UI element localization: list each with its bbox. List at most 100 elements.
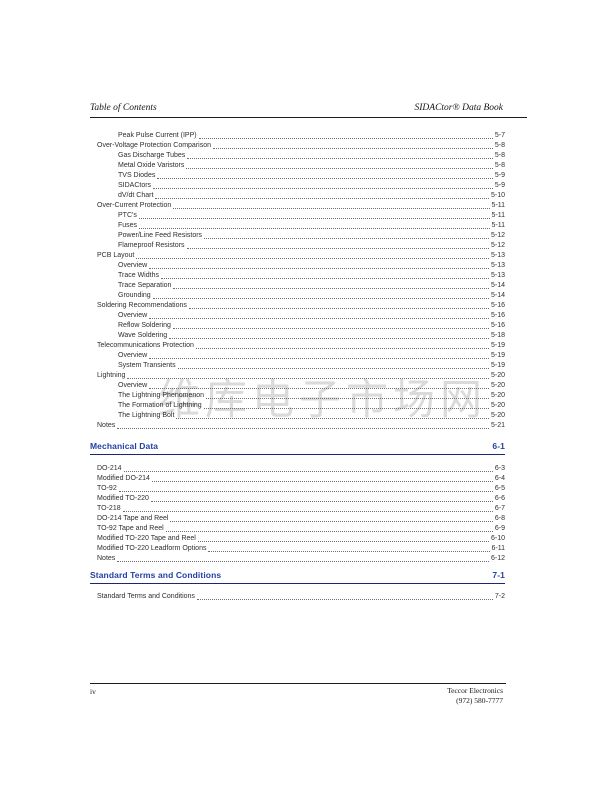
toc-leader-dots: [186, 247, 489, 249]
table-of-contents: Peak Pulse Current (IPP) 5-7 Over-Voltage …: [90, 131, 505, 602]
toc-entry-label: Reflow Soldering: [118, 322, 171, 329]
toc-leader-dots: [149, 317, 489, 319]
section-heading-page: 7-1: [492, 570, 505, 580]
toc-entry-page: 5-14: [490, 292, 505, 299]
footer-contact: Teccor Electronics (972) 580-7777: [90, 686, 503, 706]
toc-entry-label: Trace Widths: [118, 272, 159, 279]
toc-leader-dots: [165, 530, 493, 532]
toc-leader-dots: [151, 480, 493, 482]
toc-entry-page: 5-18: [490, 332, 505, 339]
toc-entry-page: 5-9: [494, 182, 505, 189]
toc-entry-page: 6-7: [494, 505, 505, 512]
footer-page-number: iv: [90, 687, 96, 696]
toc-leader-dots: [203, 407, 489, 409]
toc-leader-dots: [123, 470, 493, 472]
toc-entry-page: 5-13: [490, 262, 505, 269]
toc-entry-page: 5-20: [490, 392, 505, 399]
toc-entry-page: 5-20: [490, 382, 505, 389]
section-heading-title: Mechanical Data: [90, 441, 159, 451]
toc-entry-page: 5-8: [494, 162, 505, 169]
toc-entry: Modified TO-220 Leadform Options 6-11: [90, 544, 505, 554]
toc-entry: Notes 6-12: [90, 554, 505, 564]
toc-leader-dots: [172, 327, 489, 329]
toc-leader-dots: [149, 357, 489, 359]
toc-entry-label: Standard Terms and Conditions: [97, 593, 195, 600]
toc-leader-dots: [138, 217, 490, 219]
running-header: Table of Contents SIDACtor® Data Book: [90, 103, 527, 118]
toc-leader-dots: [155, 197, 489, 199]
toc-entry-label: Soldering Recommendations: [97, 302, 187, 309]
toc-entry-label: Lightning: [97, 372, 126, 379]
toc-entry-label: Modified DO-214: [97, 475, 150, 482]
toc-entry-label: Gas Discharge Tubes: [118, 152, 186, 159]
toc-entry: Lightning 5-20: [90, 371, 505, 381]
toc-entry-label: System Transients: [118, 362, 176, 369]
toc-entry-page: 5-20: [490, 412, 505, 419]
toc-leader-dots: [122, 510, 493, 512]
toc-entry: SIDACtors 5-9: [90, 181, 505, 191]
toc-entry-page: 5-11: [491, 212, 506, 219]
toc-leader-dots: [117, 427, 489, 429]
toc-entry: Standard Terms and Conditions 7-2: [90, 592, 505, 602]
toc-entry: Overview 5-19: [90, 351, 505, 361]
toc-entry: Flameproof Resistors 5-12: [90, 241, 505, 251]
toc-entry-page: 5-13: [490, 272, 505, 279]
toc-entry: Over-Current Protection 5-11: [90, 201, 505, 211]
toc-entry: Fuses 5-11: [90, 221, 505, 231]
section-heading: Standard Terms and Conditions 7-1: [90, 570, 505, 584]
toc-entry: Modified TO-220 6-6: [90, 494, 505, 504]
toc-leader-dots: [149, 387, 489, 389]
toc-leader-dots: [186, 167, 493, 169]
toc-entry: Over-Voltage Protection Comparison 5-8: [90, 141, 505, 151]
section-heading-title: Standard Terms and Conditions: [90, 570, 222, 580]
footer-company: Teccor Electronics: [447, 686, 503, 695]
toc-entry-label: Overview: [118, 312, 148, 319]
toc-entry: Metal Oxide Varistors 5-8: [90, 161, 505, 171]
toc-entry-page: 7-2: [494, 593, 505, 600]
toc-entry-page: 5-14: [490, 282, 505, 289]
toc-entry: Trace Separation 5-14: [90, 281, 505, 291]
toc-entry-page: 5-16: [490, 312, 505, 319]
toc-entry-page: 5-20: [490, 372, 505, 379]
toc-entry: TVS Diodes 5-9: [90, 171, 505, 181]
toc-entry: The Lightning Bolt 5-20: [90, 411, 505, 421]
toc-leader-dots: [213, 147, 493, 149]
toc-leader-dots: [176, 417, 489, 419]
toc-leader-dots: [136, 257, 489, 259]
toc-leader-dots: [206, 397, 489, 399]
toc-entry-page: 6-12: [490, 555, 505, 562]
toc-entry: TO-92 Tape and Reel 6-9: [90, 524, 505, 534]
toc-entry: Modified TO-220 Tape and Reel 6-10: [90, 534, 505, 544]
toc-leader-dots: [177, 367, 489, 369]
toc-entry: Modified DO-214 6-4: [90, 474, 505, 484]
footer-rule: [90, 683, 506, 684]
toc-entry-label: DO-214 Tape and Reel: [97, 515, 169, 522]
toc-entry: DO-214 6-3: [90, 464, 505, 474]
toc-entry-page: 5-7: [494, 132, 505, 139]
toc-leader-dots: [149, 267, 489, 269]
toc-entry-page: 5-21: [490, 422, 505, 429]
toc-entry-label: PCB Layout: [97, 252, 135, 259]
toc-leader-dots: [173, 207, 490, 209]
toc-entry-page: 5-20: [490, 402, 505, 409]
toc-entry-page: 5-8: [494, 152, 505, 159]
toc-entry-label: Power/Line Feed Resistors: [118, 232, 203, 239]
toc-leader-dots: [160, 277, 489, 279]
toc-leader-dots: [139, 227, 490, 229]
toc-entry: Overview 5-13: [90, 261, 505, 271]
toc-entry-page: 5-13: [490, 252, 505, 259]
toc-entry: Overview 5-20: [90, 381, 505, 391]
toc-entry: dV/dt Chart 5-10: [90, 191, 505, 201]
toc-leader-dots: [170, 520, 493, 522]
toc-entry: Grounding 5-14: [90, 291, 505, 301]
toc-entry: Wave Soldering 5-18: [90, 331, 505, 341]
toc-entry: Reflow Soldering 5-16: [90, 321, 505, 331]
toc-entry-page: 6-5: [494, 485, 505, 492]
toc-entry: TO-92 6-5: [90, 484, 505, 494]
toc-leader-dots: [157, 177, 493, 179]
toc-leader-dots: [127, 377, 489, 379]
toc-entry: Overview 5-16: [90, 311, 505, 321]
toc-entry: Notes 5-21: [90, 421, 505, 431]
header-book-title: SIDACtor® Data Book: [414, 103, 504, 113]
toc-entry-label: TO-92: [97, 485, 117, 492]
